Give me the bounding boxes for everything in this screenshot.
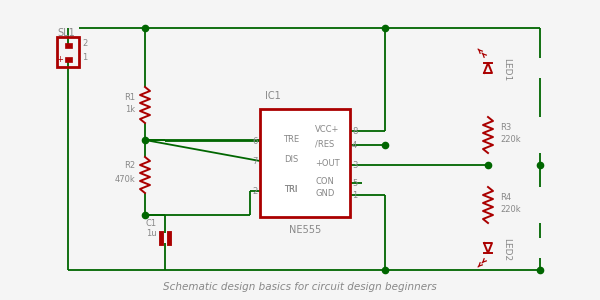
Text: 6: 6 [253, 136, 258, 146]
Text: 1: 1 [82, 53, 87, 62]
Text: R2: R2 [124, 160, 135, 169]
Bar [65, 56, 71, 61]
Text: /RES: /RES [315, 140, 334, 148]
Text: 3: 3 [352, 160, 358, 169]
Text: NE555: NE555 [289, 225, 321, 235]
Text: TRI: TRI [284, 185, 298, 194]
Text: R1: R1 [124, 92, 135, 101]
Text: 1u: 1u [146, 230, 157, 238]
Bar [57, 37, 79, 67]
Text: TRI: TRI [284, 185, 298, 194]
Text: 4: 4 [352, 140, 357, 149]
Text: R4: R4 [500, 193, 511, 202]
Text: VCC+: VCC+ [315, 125, 340, 134]
Text: 8: 8 [352, 127, 358, 136]
Text: +: + [56, 55, 64, 64]
Bar [65, 43, 71, 47]
Text: 2: 2 [82, 40, 87, 49]
Text: C1: C1 [145, 220, 157, 229]
Text: TRE: TRE [283, 136, 299, 145]
Text: 220k: 220k [500, 134, 521, 143]
Text: LED2: LED2 [502, 238, 511, 262]
Text: 1: 1 [352, 190, 357, 200]
Text: 1k: 1k [125, 104, 135, 113]
Text: GND: GND [315, 190, 334, 199]
Text: LED1: LED1 [502, 58, 511, 82]
Text: IC1: IC1 [265, 91, 281, 101]
Text: SL1: SL1 [57, 28, 75, 38]
Text: 470k: 470k [114, 175, 135, 184]
Text: R3: R3 [500, 122, 511, 131]
Text: 7: 7 [253, 157, 258, 166]
Text: 5: 5 [352, 178, 357, 188]
Text: Schematic design basics for circuit design beginners: Schematic design basics for circuit desi… [163, 282, 437, 292]
Bar [260, 109, 350, 217]
Text: +OUT: +OUT [315, 160, 340, 169]
Text: CON: CON [315, 178, 334, 187]
Text: DIS: DIS [284, 155, 298, 164]
Text: 220k: 220k [500, 205, 521, 214]
Text: 2: 2 [253, 187, 258, 196]
